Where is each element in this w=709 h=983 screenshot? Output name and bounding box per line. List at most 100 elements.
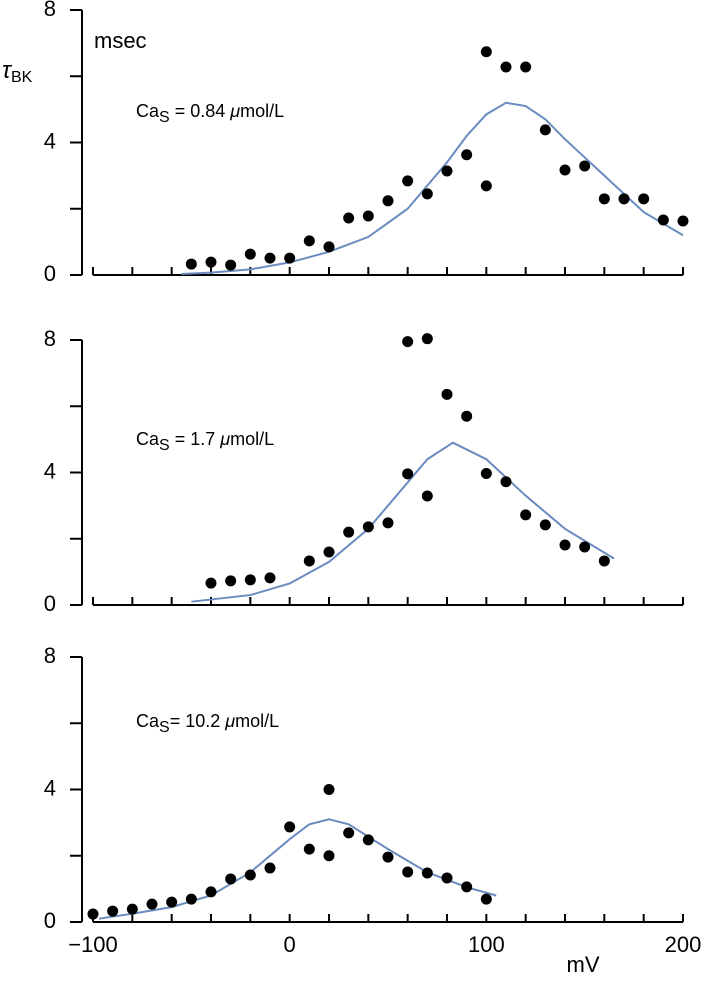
annotation-main: Ca [136,429,160,449]
y-tick-label: 8 [44,0,56,21]
data-point [323,241,335,253]
data-point [382,851,394,863]
data-point [343,827,355,839]
y-axis-label: τBK [2,57,33,86]
annotation: CaS= 10.2 μmol/L [136,711,279,736]
data-point [225,259,237,271]
data-point [362,834,374,846]
annotation: CaS = 0.84 μmol/L [136,101,284,126]
data-point [480,893,492,905]
annotation-sub: S [159,437,170,454]
annotation-italic: μ [219,429,230,449]
data-point [421,188,433,200]
x-tick-label: −100 [68,932,118,957]
annotation-text: = 1.7 [170,429,221,449]
data-point [441,388,453,400]
annotation-text: = 10.2 [170,711,226,731]
data-point [480,180,492,192]
data-point [166,896,178,908]
data-point [264,862,276,874]
data-point [579,541,591,553]
data-point [185,893,197,905]
data-point [303,555,315,567]
data-point [264,572,276,584]
data-point [205,256,217,268]
data-point [618,193,630,205]
y-tick-label: 0 [44,908,56,933]
data-point [539,124,551,136]
x-tick-label: 200 [665,932,702,957]
data-point [205,886,217,898]
data-point [284,821,296,833]
data-point [402,468,414,480]
data-point [402,866,414,878]
data-point [382,517,394,529]
y-tick-label: 4 [44,775,56,800]
data-point [441,165,453,177]
data-point [146,898,158,910]
data-point [402,175,414,187]
y-tick-label: 0 [44,591,56,616]
y-axis-symbol: τ [2,57,13,84]
data-point [323,546,335,558]
data-point [284,252,296,264]
x-tick-label: 0 [284,932,296,957]
data-point [480,467,492,479]
y-tick-label: 4 [44,458,56,483]
data-point [441,872,453,884]
x-axis-label: mV [567,952,600,977]
data-point [225,575,237,587]
data-point [303,843,315,855]
y-tick-label: 4 [44,128,56,153]
annotation-italic: μ [229,101,240,121]
data-point [500,476,512,488]
annotation-unit: mol/L [235,711,279,731]
data-point [657,214,669,226]
data-point [185,258,197,270]
annotation-text: = 0.84 [170,101,231,121]
fit-curve [98,818,497,920]
data-point [244,869,256,881]
y-tick-label: 8 [44,326,56,351]
data-point [598,555,610,567]
data-point [598,193,610,205]
data-point [421,490,433,502]
data-point [244,248,256,260]
data-point [382,195,394,207]
data-point [343,212,355,224]
data-point [461,881,473,893]
data-point [539,519,551,531]
data-point [579,160,591,172]
data-point [402,336,414,348]
data-point [461,149,473,161]
data-point [126,903,138,915]
y-tick-label: 8 [44,643,56,668]
data-point [520,61,532,73]
y-axis-subscript: BK [11,69,33,86]
data-point [677,215,689,227]
data-point [264,252,276,264]
data-point [421,867,433,879]
annotation-sub: S [159,719,170,736]
data-point [421,333,433,345]
fit-curve [181,101,684,276]
fit-curve [191,441,615,603]
data-point [343,526,355,538]
data-point [500,61,512,73]
annotation-unit: mol/L [240,101,284,121]
data-point [461,410,473,422]
annotation: CaS = 1.7 μmol/L [136,429,274,454]
data-point [362,210,374,222]
data-point [559,164,571,176]
data-point [323,784,335,795]
y-tick-label: 0 [44,261,56,286]
data-point [559,539,571,551]
annotation-unit: mol/L [230,429,274,449]
data-point [244,574,256,586]
data-point [520,509,532,521]
data-point [303,235,315,247]
data-point [323,850,335,862]
data-point [87,908,99,920]
data-point [638,193,650,205]
